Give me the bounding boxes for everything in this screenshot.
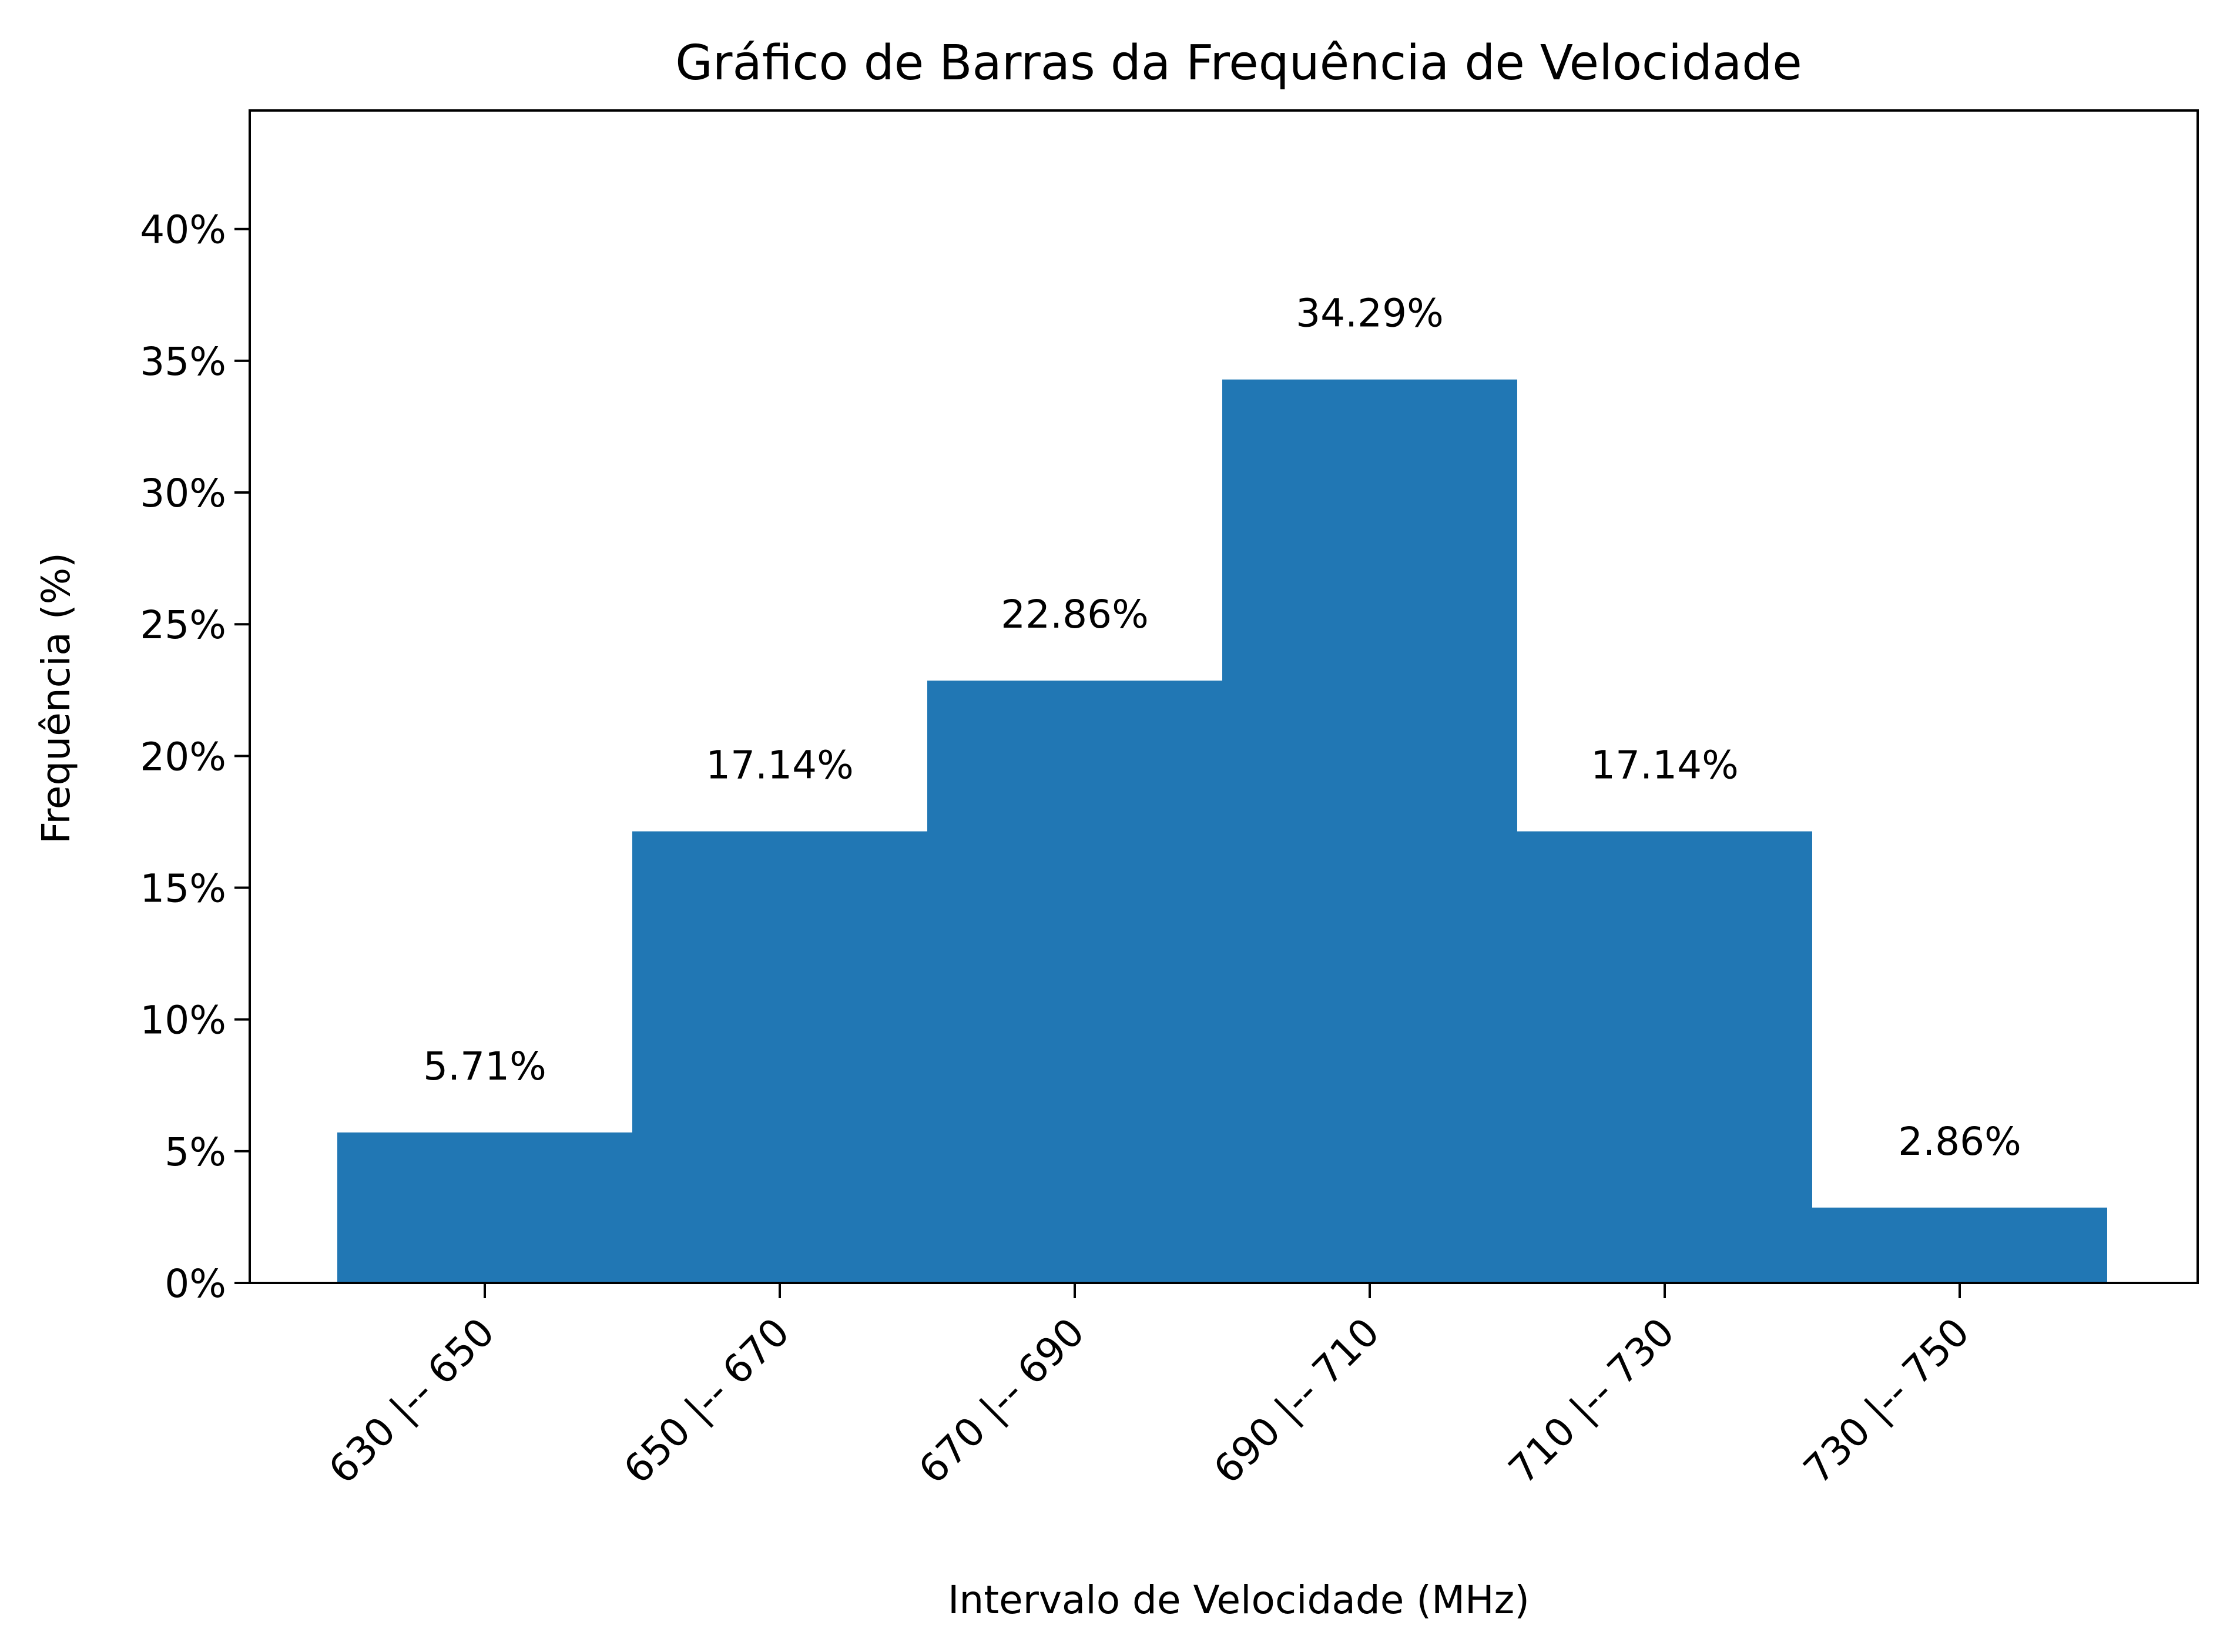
- x-tick-label: 650 |-- 670: [615, 1309, 799, 1493]
- data-label: 17.14%: [1591, 743, 1739, 788]
- bar: [632, 831, 927, 1283]
- x-tick-label: 710 |-- 730: [1500, 1309, 1684, 1493]
- y-tick-label: 30%: [140, 471, 226, 516]
- data-label: 34.29%: [1296, 291, 1444, 336]
- y-tick-label: 10%: [140, 998, 226, 1043]
- y-axis-label: Frequência (%): [33, 552, 79, 844]
- data-label: 2.86%: [1898, 1119, 2021, 1164]
- y-tick-label: 40%: [140, 207, 226, 253]
- y-axis: 0% 5% 10% 15% 20% 25% 30% 35% 40%: [140, 207, 250, 1306]
- y-tick-label: 5%: [165, 1130, 226, 1175]
- x-tick-label: 730 |-- 750: [1795, 1309, 1978, 1493]
- bar: [1222, 379, 1517, 1283]
- y-tick-label: 15%: [140, 866, 226, 912]
- x-tick-label: 670 |-- 690: [910, 1309, 1094, 1493]
- bar: [337, 1132, 632, 1283]
- x-tick-label: 630 |-- 650: [320, 1309, 504, 1493]
- data-label: 22.86%: [1001, 592, 1149, 637]
- x-axis-label: Intervalo de Velocidade (MHz): [948, 1577, 1530, 1623]
- y-tick-label: 20%: [140, 734, 226, 779]
- data-label: 5.71%: [423, 1044, 546, 1089]
- data-labels-group: 5.71% 17.14% 22.86% 34.29% 17.14% 2.86%: [423, 291, 2021, 1164]
- y-tick-label: 0%: [165, 1261, 226, 1306]
- x-tick-label: 690 |-- 710: [1205, 1309, 1389, 1493]
- bar: [1812, 1207, 2107, 1283]
- bar: [1517, 831, 1812, 1283]
- y-tick-label: 35%: [140, 339, 226, 384]
- x-axis: 630 |-- 650 650 |-- 670 670 |-- 690 690 |--…: [320, 1283, 1978, 1493]
- y-tick-label: 25%: [140, 602, 226, 648]
- bar: [927, 681, 1222, 1283]
- plot-frame: [249, 109, 2199, 1284]
- data-label: 17.14%: [706, 743, 854, 788]
- chart-title: Gráfico de Barras da Frequência de Veloc…: [675, 35, 1802, 91]
- bars-group: [337, 379, 2107, 1283]
